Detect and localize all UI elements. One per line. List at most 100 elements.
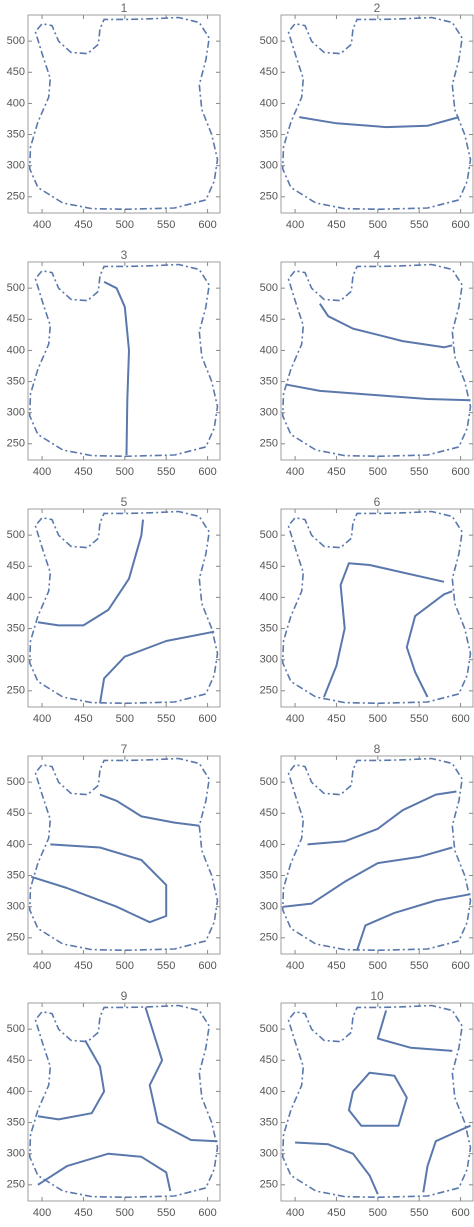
y-tick-label: 400 — [7, 838, 25, 850]
y-tick-label: 350 — [260, 869, 278, 881]
y-tick-label: 300 — [7, 160, 25, 172]
y-tick-label: 250 — [7, 685, 25, 697]
x-tick-label: 450 — [327, 466, 345, 478]
x-tick-label: 400 — [286, 466, 304, 478]
y-tick-label: 400 — [7, 344, 25, 356]
y-tick-label: 300 — [7, 407, 25, 419]
curve — [144, 1007, 218, 1143]
y-tick-label: 250 — [260, 1179, 278, 1191]
panel-title: 5 — [121, 495, 128, 509]
y-tick-label: 400 — [7, 591, 25, 603]
y-tick-label: 300 — [260, 654, 278, 666]
x-tick-label: 450 — [327, 713, 345, 725]
y-tick-label: 350 — [260, 375, 278, 387]
x-tick-label: 550 — [410, 960, 428, 972]
y-tick-label: 350 — [7, 375, 25, 387]
y-tick-label: 250 — [260, 191, 278, 203]
y-tick-label: 450 — [7, 1054, 25, 1066]
panel-title: 2 — [374, 1, 381, 15]
y-tick-label: 400 — [260, 1085, 278, 1097]
x-tick-label: 600 — [198, 219, 216, 231]
curve — [356, 893, 471, 951]
y-tick-label: 500 — [260, 282, 278, 294]
curve — [295, 1141, 379, 1195]
x-tick-label: 600 — [451, 713, 469, 725]
curve — [103, 281, 130, 456]
x-tick-label: 550 — [157, 960, 175, 972]
y-tick-label: 350 — [7, 622, 25, 634]
x-tick-label: 500 — [369, 466, 387, 478]
x-tick-label: 550 — [410, 1207, 428, 1219]
x-tick-label: 550 — [157, 219, 175, 231]
y-tick-label: 500 — [7, 529, 25, 541]
panel-title: 6 — [374, 495, 381, 509]
y-tick-label: 400 — [7, 1085, 25, 1097]
curve — [99, 630, 215, 704]
x-tick-label: 500 — [369, 713, 387, 725]
curve — [347, 1071, 408, 1127]
y-tick-label: 450 — [260, 66, 278, 78]
x-tick-label: 450 — [327, 219, 345, 231]
curve — [37, 1039, 106, 1121]
x-tick-label: 500 — [116, 1207, 134, 1219]
curve — [422, 1124, 471, 1193]
curve — [99, 793, 200, 827]
y-tick-label: 250 — [7, 932, 25, 944]
x-tick-label: 600 — [451, 960, 469, 972]
y-tick-label: 350 — [7, 1116, 25, 1128]
curve — [37, 519, 144, 627]
y-tick-label: 500 — [7, 776, 25, 788]
x-tick-label: 400 — [33, 1207, 51, 1219]
y-tick-label: 300 — [7, 1148, 25, 1160]
y-tick-label: 400 — [260, 97, 278, 109]
panel-title: 8 — [374, 742, 381, 756]
y-tick-label: 350 — [7, 128, 25, 140]
x-tick-label: 450 — [74, 219, 92, 231]
y-tick-label: 300 — [7, 901, 25, 913]
x-tick-label: 550 — [410, 219, 428, 231]
body-outline — [281, 757, 472, 952]
curve — [37, 1152, 172, 1192]
curve — [30, 843, 168, 924]
x-tick-label: 400 — [286, 219, 304, 231]
plot-frame — [27, 755, 221, 955]
curve — [319, 303, 453, 349]
plot-frame — [280, 755, 474, 955]
x-tick-label: 600 — [198, 1207, 216, 1219]
y-tick-label: 250 — [7, 191, 25, 203]
x-tick-label: 400 — [286, 1207, 304, 1219]
curve — [405, 590, 453, 698]
x-tick-label: 500 — [369, 1207, 387, 1219]
y-tick-label: 350 — [7, 869, 25, 881]
x-tick-label: 600 — [451, 219, 469, 231]
y-tick-label: 450 — [260, 807, 278, 819]
panel-title: 7 — [121, 742, 128, 756]
curve — [323, 562, 445, 698]
panel-title: 3 — [121, 248, 128, 262]
body-outline — [28, 263, 219, 458]
curve — [286, 383, 471, 402]
y-tick-label: 250 — [260, 685, 278, 697]
body-outline — [28, 16, 219, 211]
plot-frame — [280, 261, 474, 461]
plot-frame — [27, 1002, 221, 1202]
plot-frame — [280, 14, 474, 214]
y-tick-label: 300 — [260, 160, 278, 172]
y-tick-label: 450 — [7, 313, 25, 325]
curve — [299, 116, 460, 129]
x-tick-label: 400 — [33, 713, 51, 725]
body-outline — [281, 510, 472, 705]
x-tick-label: 450 — [327, 960, 345, 972]
x-tick-label: 550 — [157, 1207, 175, 1219]
x-tick-label: 500 — [116, 960, 134, 972]
y-tick-label: 300 — [260, 1148, 278, 1160]
plot-frame — [27, 508, 221, 708]
x-tick-label: 600 — [198, 713, 216, 725]
y-tick-label: 400 — [260, 591, 278, 603]
x-tick-label: 400 — [33, 219, 51, 231]
y-tick-label: 500 — [260, 35, 278, 47]
x-tick-label: 500 — [369, 960, 387, 972]
x-tick-label: 550 — [410, 713, 428, 725]
